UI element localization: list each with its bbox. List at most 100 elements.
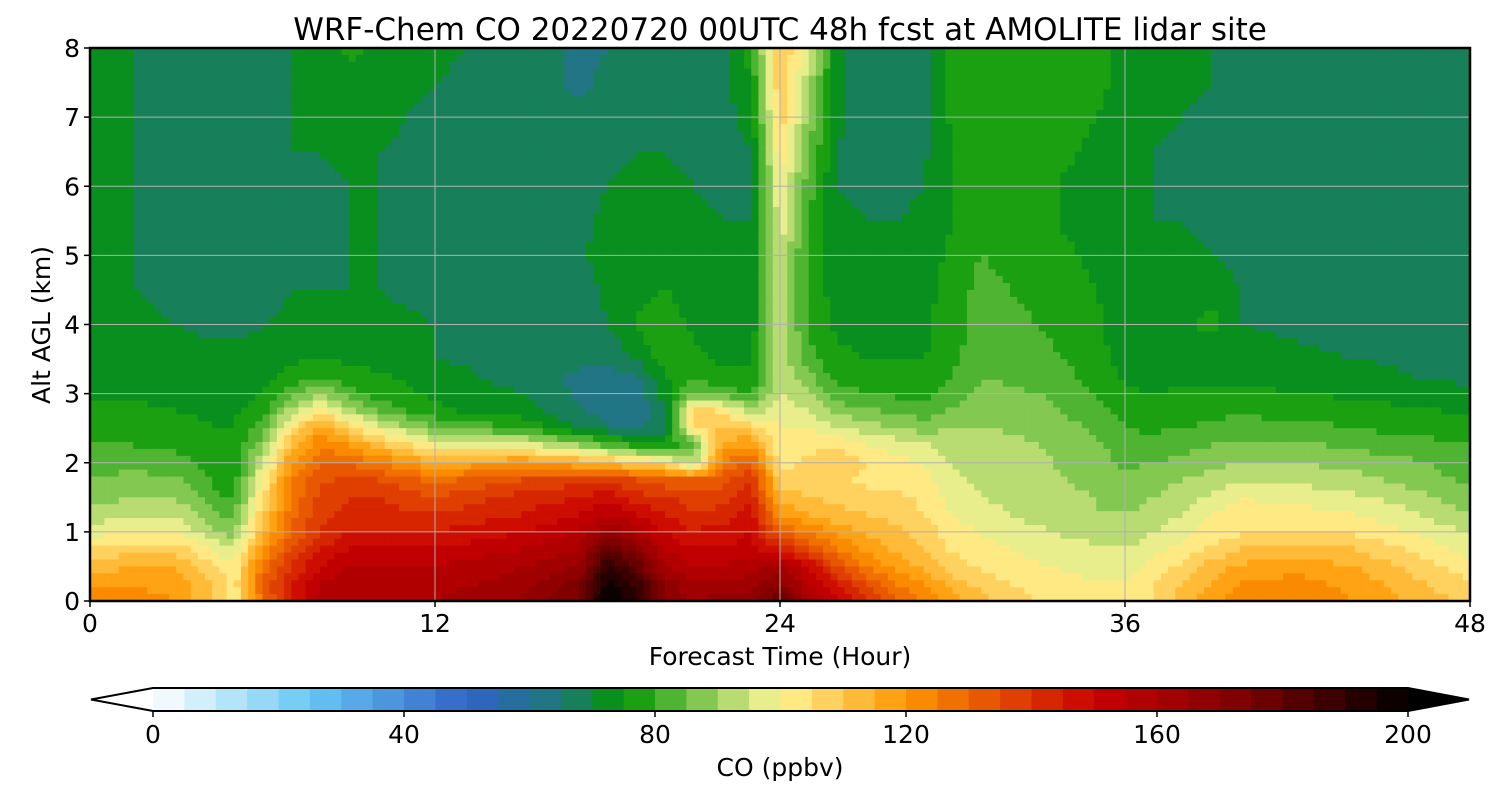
heatmap-cell bbox=[1355, 110, 1363, 118]
heatmap-cell bbox=[1398, 172, 1406, 180]
heatmap-cell bbox=[1182, 48, 1191, 56]
heatmap-cell bbox=[974, 61, 982, 70]
heatmap-cell bbox=[248, 137, 256, 146]
heatmap-cell bbox=[233, 220, 242, 229]
heatmap-cell bbox=[463, 144, 472, 153]
heatmap-cell bbox=[1218, 144, 1227, 153]
heatmap-cell bbox=[923, 124, 932, 132]
heatmap-cell bbox=[442, 213, 450, 222]
heatmap-cell bbox=[693, 54, 702, 63]
heatmap-cell bbox=[1426, 186, 1435, 194]
heatmap-cell bbox=[679, 193, 688, 201]
heatmap-cell bbox=[866, 179, 875, 187]
heatmap-cell bbox=[1319, 75, 1327, 84]
heatmap-cell bbox=[240, 75, 249, 84]
heatmap-cell bbox=[1412, 103, 1421, 111]
heatmap-cell bbox=[578, 144, 587, 153]
heatmap-cell bbox=[1232, 89, 1241, 97]
heatmap-cell bbox=[1146, 103, 1155, 111]
heatmap-cell bbox=[621, 54, 630, 63]
heatmap-cell bbox=[1189, 179, 1198, 187]
heatmap-cell bbox=[679, 206, 688, 215]
heatmap-cell bbox=[1146, 54, 1155, 63]
heatmap-cell bbox=[97, 117, 105, 125]
heatmap-cell bbox=[600, 179, 609, 187]
heatmap-cell bbox=[693, 124, 702, 132]
heatmap-cell bbox=[1398, 61, 1406, 70]
heatmap-cell bbox=[284, 82, 292, 91]
heatmap-cell bbox=[262, 96, 271, 104]
heatmap-cell bbox=[880, 186, 889, 194]
heatmap-cell bbox=[1189, 144, 1198, 153]
heatmap-cell bbox=[1247, 193, 1255, 201]
heatmap-cell bbox=[262, 82, 271, 91]
heatmap-cell bbox=[1311, 75, 1320, 84]
heatmap-cell bbox=[1304, 124, 1313, 132]
heatmap-cell bbox=[636, 213, 645, 222]
heatmap-cell bbox=[859, 186, 867, 194]
heatmap-cell bbox=[197, 75, 206, 84]
heatmap-cell bbox=[1268, 124, 1277, 132]
heatmap-cell bbox=[1010, 68, 1018, 77]
heatmap-cell bbox=[169, 54, 177, 63]
heatmap-cell bbox=[521, 61, 530, 70]
heatmap-cell bbox=[1426, 200, 1435, 208]
heatmap-cell bbox=[1297, 172, 1306, 180]
heatmap-cell bbox=[859, 137, 867, 146]
heatmap-cell bbox=[1089, 75, 1097, 84]
heatmap-cell bbox=[758, 200, 767, 208]
heatmap-cell bbox=[341, 82, 350, 91]
heatmap-cell bbox=[600, 48, 609, 56]
heatmap-cell bbox=[399, 165, 407, 174]
heatmap-cell bbox=[255, 54, 264, 63]
heatmap-cell bbox=[1412, 165, 1421, 174]
heatmap-cell bbox=[542, 144, 551, 153]
heatmap-cell bbox=[269, 68, 278, 77]
heatmap-cell bbox=[600, 220, 609, 229]
heatmap-cell bbox=[923, 130, 932, 139]
heatmap-cell bbox=[837, 61, 846, 70]
heatmap-cell bbox=[521, 96, 530, 104]
heatmap-cell bbox=[715, 172, 724, 180]
heatmap-cell bbox=[140, 68, 149, 77]
heatmap-cell bbox=[902, 158, 910, 167]
heatmap-cell bbox=[966, 124, 975, 132]
heatmap-cell bbox=[1362, 117, 1370, 125]
heatmap-cell bbox=[125, 130, 134, 139]
heatmap-cell bbox=[1160, 54, 1169, 63]
heatmap-cell bbox=[938, 75, 946, 84]
heatmap-cell bbox=[1002, 75, 1011, 84]
heatmap-cell bbox=[1390, 151, 1399, 160]
heatmap-cell bbox=[233, 193, 242, 201]
heatmap-cell bbox=[499, 124, 508, 132]
heatmap-cell bbox=[449, 124, 458, 132]
heatmap-cell bbox=[1376, 61, 1385, 70]
heatmap-cell bbox=[341, 213, 350, 222]
heatmap-cell bbox=[1103, 130, 1112, 139]
heatmap-cell bbox=[470, 130, 479, 139]
heatmap-cell bbox=[657, 144, 666, 153]
heatmap-cell bbox=[808, 193, 817, 201]
heatmap-cell bbox=[930, 165, 939, 174]
heatmap-cell bbox=[873, 89, 882, 97]
heatmap-cell bbox=[399, 158, 407, 167]
heatmap-cell bbox=[205, 48, 213, 56]
heatmap-cell bbox=[470, 172, 479, 180]
heatmap-cell bbox=[787, 172, 795, 180]
heatmap-cell bbox=[1038, 130, 1047, 139]
heatmap-cell bbox=[384, 89, 393, 97]
heatmap-cell bbox=[1268, 75, 1277, 84]
heatmap-cell bbox=[995, 193, 1004, 201]
heatmap-cell bbox=[621, 75, 630, 84]
heatmap-cell bbox=[1240, 206, 1248, 215]
heatmap-cell bbox=[665, 193, 673, 201]
heatmap-cell bbox=[1405, 89, 1414, 97]
heatmap-cell bbox=[442, 206, 450, 215]
heatmap-cell bbox=[1038, 82, 1047, 91]
heatmap-cell bbox=[355, 89, 364, 97]
heatmap-cell bbox=[320, 117, 328, 125]
heatmap-cell bbox=[492, 137, 501, 146]
heatmap-cell bbox=[600, 68, 609, 77]
heatmap-cell bbox=[715, 124, 724, 132]
